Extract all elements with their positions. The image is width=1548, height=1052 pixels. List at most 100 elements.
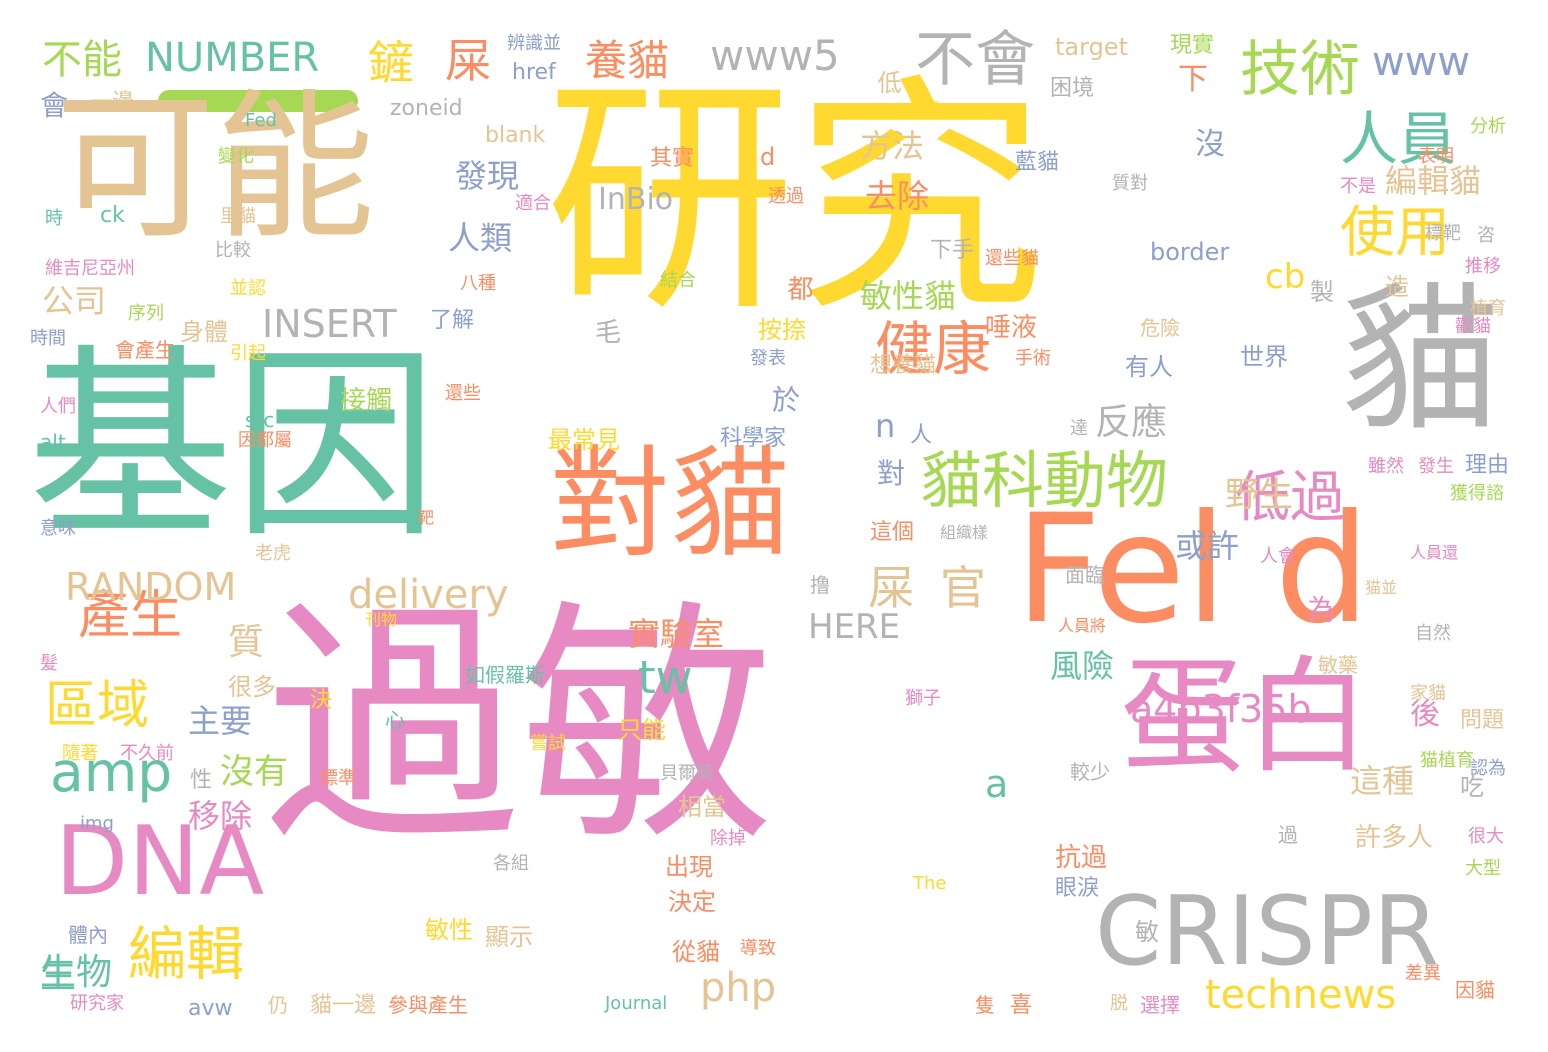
cloud-word: 獅子 [905, 688, 941, 709]
cloud-word: 吃 [1460, 773, 1484, 801]
cloud-word: 達 [1070, 418, 1088, 439]
cloud-word: 造 [1385, 273, 1409, 301]
cloud-word: 人員還 [1410, 543, 1459, 562]
cloud-word: 手術 [1015, 348, 1051, 369]
cloud-word: 決定 [668, 888, 716, 916]
cloud-word: 反應 [1095, 402, 1168, 443]
cloud-word: INSERT [262, 302, 397, 346]
cloud-word: php [700, 965, 777, 1011]
cloud-word: www5 [710, 31, 840, 80]
cloud-word: 編輯貓 [1385, 162, 1482, 200]
cloud-word: 決 [310, 688, 333, 713]
cloud-word: 靶 [418, 508, 435, 527]
cloud-word: 標靶 [1425, 223, 1461, 244]
cloud-word: 貓科動物 [920, 444, 1169, 517]
cloud-word: 結合 [660, 270, 696, 291]
cloud-word: 對 [877, 457, 906, 490]
cloud-word: 引起 [230, 343, 266, 364]
cloud-word: 研究家 [70, 993, 124, 1014]
cloud-word: 性 [190, 768, 213, 793]
cloud-word: 基因 [28, 328, 438, 566]
cloud-word: 困境 [1050, 76, 1095, 101]
cloud-word: 標準 [320, 768, 356, 789]
cloud-word: 屎 [445, 34, 491, 88]
cloud-word: 身體 [180, 318, 228, 346]
decorative-bar [158, 90, 358, 112]
cloud-word: 許多人 [1355, 823, 1434, 853]
cloud-word: 脱 [1110, 993, 1128, 1014]
cloud-word: blank [485, 123, 546, 148]
cloud-word: 導致 [740, 938, 776, 959]
cloud-word: 里貓 [220, 206, 256, 227]
cloud-word: target [1055, 33, 1128, 61]
cloud-word: 去除 [865, 177, 930, 215]
cloud-word: border [1150, 238, 1230, 266]
cloud-word: 分析 [1470, 116, 1506, 137]
cloud-word: 還些 [445, 383, 481, 404]
cloud-word: 發表 [750, 348, 786, 369]
cloud-word: 家貓 [1410, 683, 1446, 704]
cloud-word: 官 [940, 561, 986, 615]
cloud-word: 人 [910, 423, 933, 448]
cloud-word: 野生 [1225, 475, 1293, 515]
cloud-word: 差異 [1405, 963, 1441, 984]
cloud-word: 貝爾獎 [660, 763, 714, 784]
cloud-word: 咨 [1474, 225, 1495, 243]
cloud-word: 危險 [1140, 316, 1180, 340]
cloud-word: 鏟 [368, 36, 414, 90]
cloud-word: Fel d [1015, 483, 1370, 657]
cloud-word: Journal [605, 993, 668, 1014]
cloud-word: 喜 [1010, 993, 1033, 1018]
cloud-word: 顯示 [485, 923, 533, 951]
cloud-word: CRISPR [1095, 877, 1439, 987]
cloud-word: 其實 [650, 146, 695, 171]
cloud-word: 養貓 [585, 36, 670, 85]
cloud-word: 刊物 [365, 610, 398, 629]
cloud-word: 敏性 [425, 916, 473, 944]
cloud-word: 植育 [1470, 298, 1506, 319]
cloud-word: 使用 [1340, 200, 1451, 264]
cloud-word: 仍 [268, 993, 288, 1017]
cloud-word: Fed [245, 110, 277, 131]
cloud-word: 大型 [1465, 858, 1501, 879]
cloud-word: InBio [598, 182, 674, 217]
cloud-word: HERE [808, 607, 901, 647]
cloud-word: 可能 [55, 74, 376, 261]
cloud-word: 眼淚 [1055, 876, 1100, 901]
cloud-word: 老虎 [255, 543, 291, 564]
cloud-word: 面臨 [1065, 563, 1105, 587]
cloud-word: 認為 [1470, 758, 1506, 779]
cloud-word: 蛋白 [1120, 645, 1370, 790]
cloud-word: 公司 [42, 282, 107, 320]
cloud-word: 撸 [810, 573, 830, 597]
cloud-word: 各組 [493, 853, 529, 874]
cloud-word: 八種 [460, 273, 496, 294]
cloud-word: 不是 [1340, 176, 1376, 197]
cloud-word: 最常見 [548, 426, 620, 454]
cloud-word: href [512, 60, 556, 85]
cloud-word: 敏 [1135, 918, 1159, 946]
cloud-word: 人員將 [1058, 616, 1107, 635]
cloud-word: 編輯 [128, 920, 245, 988]
cloud-word: 一邊 [90, 90, 135, 115]
cloud-word: NUMBER [145, 35, 320, 81]
cloud-word: 過 [1278, 823, 1298, 847]
cloud-word: 歡貓 [1455, 316, 1491, 337]
cloud-word: 不會 [915, 25, 1035, 95]
cloud-word: d [760, 143, 776, 171]
cloud-word: 因貓 [1455, 978, 1495, 1002]
cloud-word: 不久前 [120, 743, 174, 764]
cloud-word: 生物 [40, 952, 113, 993]
cloud-word: 維吉尼亞州 [45, 258, 135, 279]
cloud-word: 時 [45, 208, 63, 229]
cloud-word: 貓一邊 [310, 993, 377, 1018]
cloud-word: 很大 [1468, 826, 1504, 847]
cloud-word: 技術 [1240, 35, 1360, 105]
cloud-word: 有人 [1125, 353, 1173, 381]
cloud-word: 於 [768, 385, 801, 413]
cloud-word: 人會 [1260, 546, 1296, 567]
cloud-word: 發現 [455, 157, 520, 195]
cloud-word: 沒有 [220, 752, 288, 792]
cloud-word: 實驗室 [628, 615, 725, 653]
